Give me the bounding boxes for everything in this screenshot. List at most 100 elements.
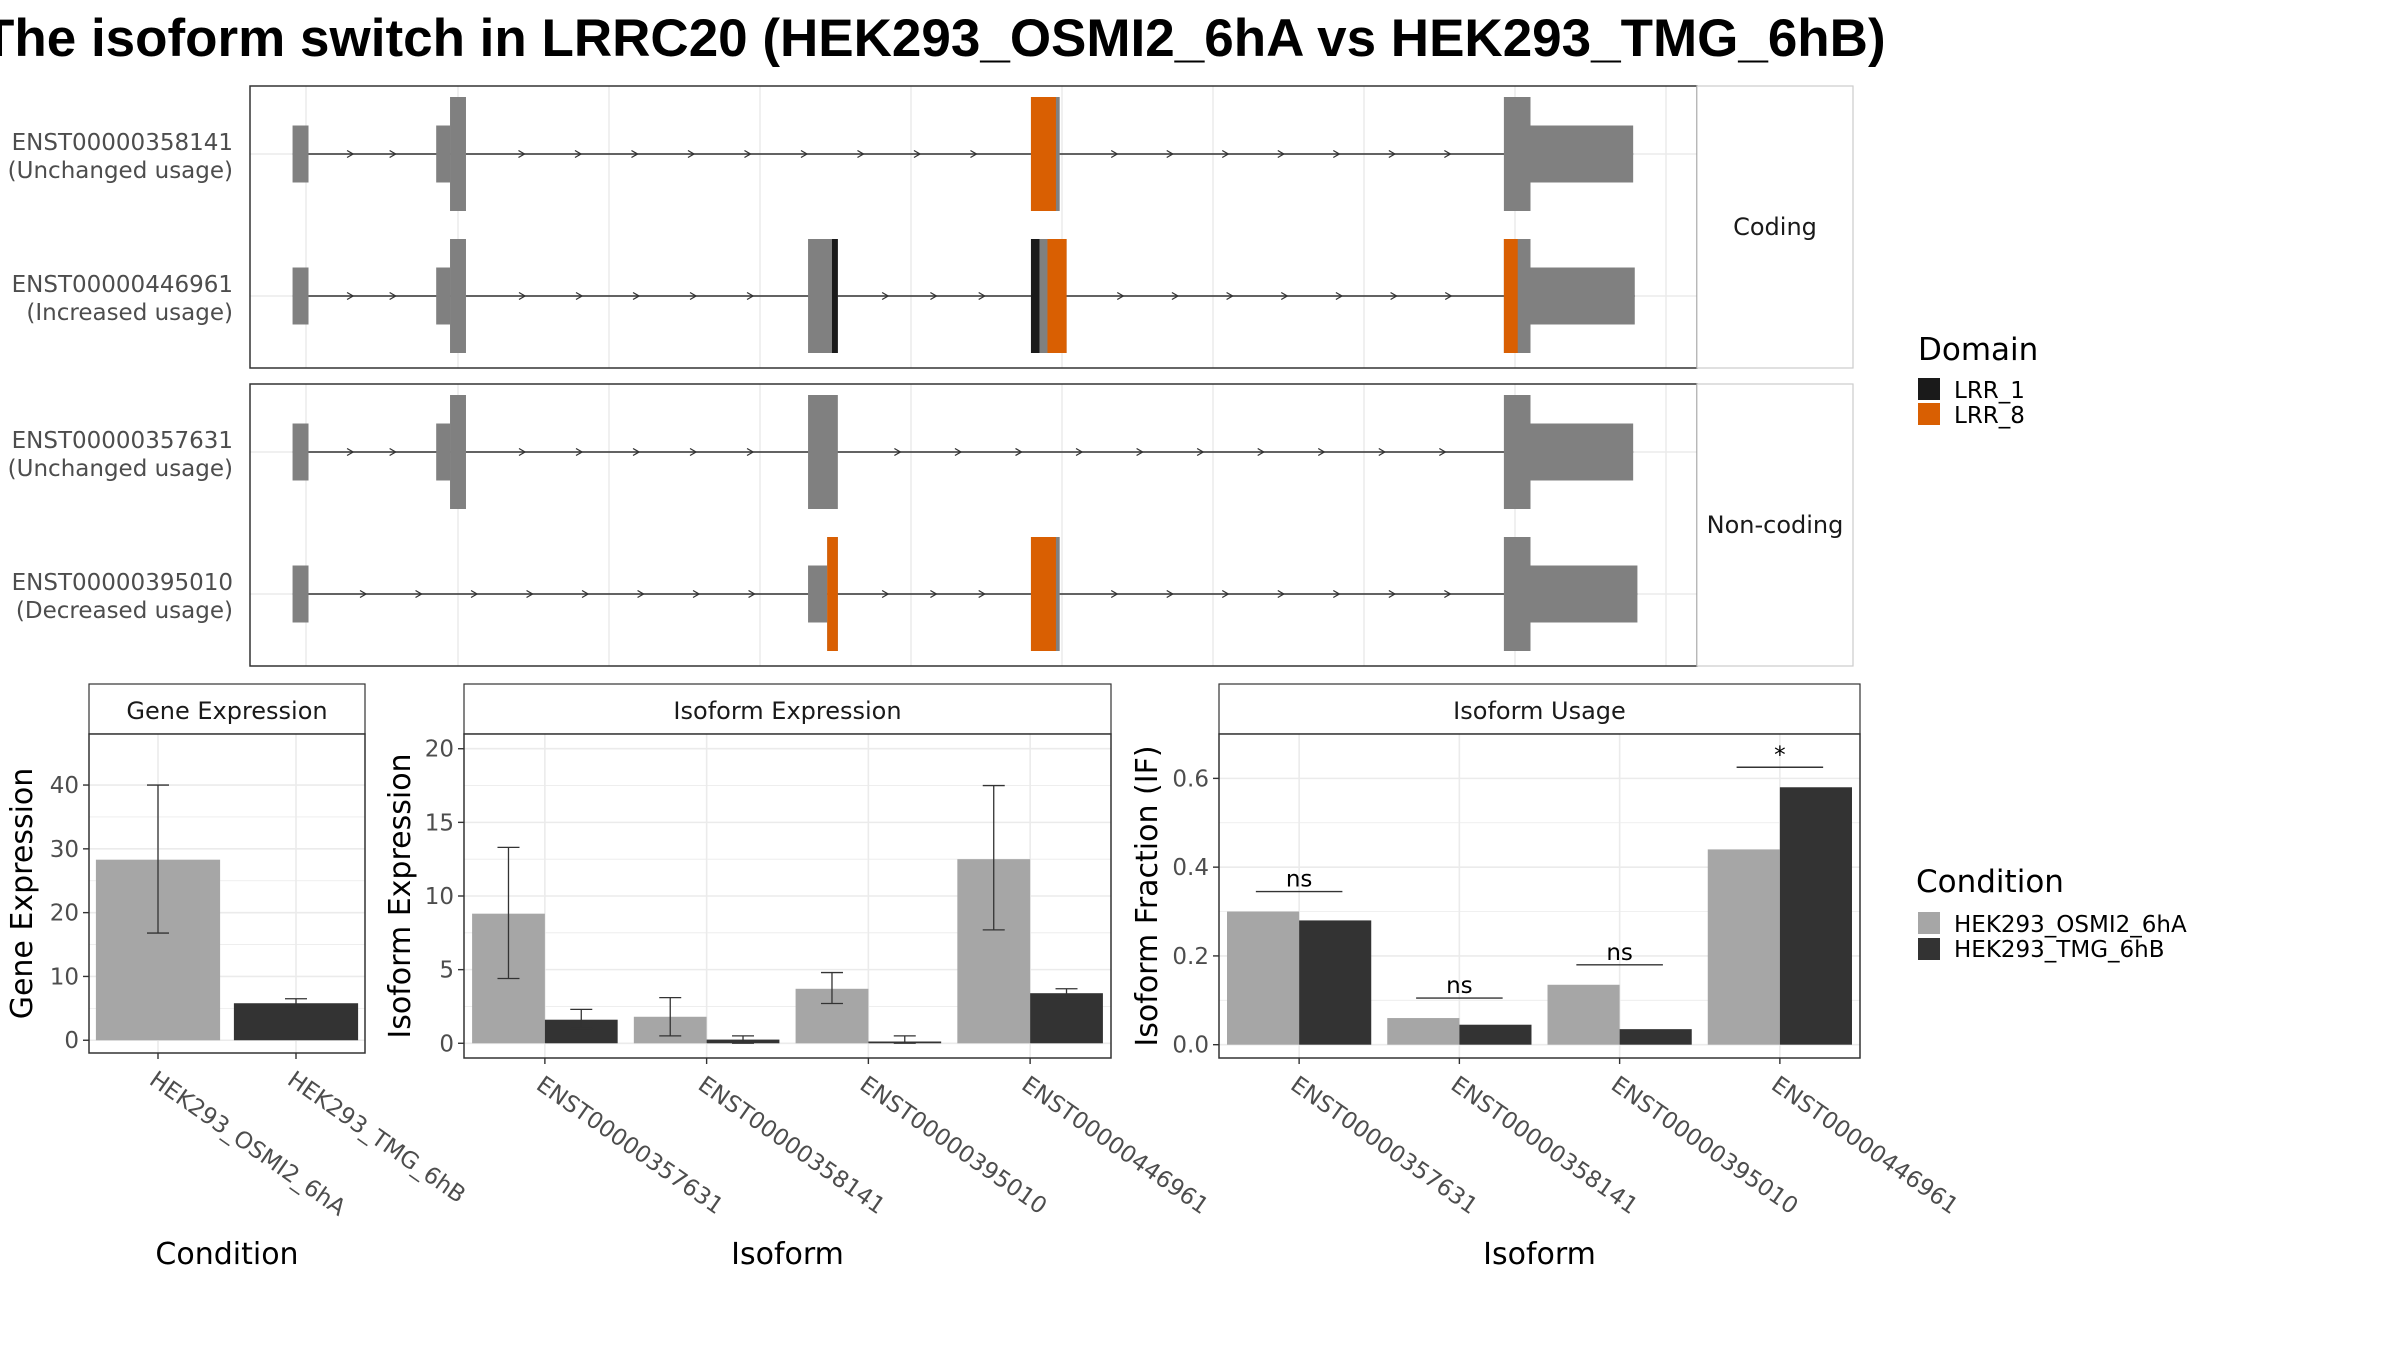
significance-label: ns — [1446, 973, 1473, 999]
strand-arrow — [574, 149, 583, 159]
strand-arrow — [389, 291, 397, 301]
strand-arrow — [1280, 291, 1289, 301]
transcript-id-label: ENST00000446961 — [12, 272, 233, 298]
y-tick-label: 0 — [439, 1031, 454, 1057]
chart-strip — [1218, 683, 1861, 735]
structure-panel-coding: ENST00000358141(Unchanged usage) ENST0000… — [8, 85, 1854, 369]
strand-arrow — [1166, 589, 1175, 599]
transcript-ENST00000446961 — [292, 239, 1635, 353]
strand-arrow — [1335, 291, 1344, 301]
bar — [1030, 993, 1103, 1044]
strand-arrow — [346, 149, 355, 159]
exon — [1530, 267, 1635, 325]
strand-arrow — [746, 447, 755, 457]
bar — [1459, 1024, 1532, 1045]
strand-arrow — [689, 447, 698, 457]
legend-label-lrr-1: LRR_1 — [1954, 378, 2025, 404]
y-axis-title: Isoform Fraction (IF) — [1130, 745, 1165, 1046]
strand-arrow — [881, 291, 890, 301]
legend-swatch-condition-a — [1918, 912, 1940, 934]
strand-arrow — [881, 589, 890, 599]
legend-label-condition-b: HEK293_TMG_6hB — [1954, 937, 2165, 963]
strand-arrow — [389, 447, 397, 457]
exon — [808, 565, 828, 623]
exon — [1503, 97, 1531, 211]
transcript-ENST00000395010 — [292, 537, 1638, 651]
strand-arrow — [637, 589, 645, 599]
exon — [436, 267, 451, 325]
transcript-usage-label: (Increased usage) — [26, 300, 233, 326]
strand-arrow — [359, 589, 368, 599]
strand-arrow — [1332, 149, 1341, 159]
transcript-usage-label: (Decreased usage) — [16, 598, 233, 624]
bar — [1779, 787, 1852, 1045]
strand-arrow — [1388, 589, 1397, 599]
strand-arrow — [800, 149, 809, 159]
plot-border — [463, 733, 1112, 1059]
transcript-id-label: ENST00000358141 — [12, 130, 233, 156]
strand-arrow — [954, 447, 963, 457]
domain-lrr-8 — [1503, 239, 1518, 353]
strand-arrow — [857, 149, 865, 159]
transcript-ENST00000357631 — [292, 395, 1634, 509]
transcript-usage-label: (Unchanged usage) — [8, 456, 233, 482]
bar — [1707, 849, 1780, 1045]
strand-arrow — [632, 447, 641, 457]
strand-arrow — [1444, 291, 1453, 301]
structure-panel-non-coding: ENST00000357631(Unchanged usage) ENST0000… — [8, 383, 1854, 667]
strand-arrow — [346, 447, 355, 457]
strand-arrow — [1378, 447, 1387, 457]
y-axis-title: Gene Expression — [5, 768, 40, 1020]
exon — [1530, 423, 1634, 481]
domain-lrr-8 — [1030, 537, 1056, 651]
domain-lrr-8 — [827, 537, 838, 651]
chart-title: Isoform Usage — [1453, 697, 1626, 725]
exon — [1530, 565, 1638, 623]
strand-arrow — [575, 447, 584, 457]
significance-label: ns — [1286, 867, 1313, 893]
legend-swatch-lrr-1 — [1918, 378, 1940, 400]
exon — [1503, 395, 1531, 509]
domain-lrr-8 — [1030, 97, 1056, 211]
strand-arrow — [518, 149, 526, 159]
plot-border — [88, 733, 366, 1054]
strand-arrow — [526, 589, 534, 599]
chart-title: Gene Expression — [126, 697, 327, 725]
strand-arrow — [1257, 447, 1265, 457]
strand-arrow — [748, 589, 756, 599]
x-axis-title: Isoform — [1483, 1237, 1596, 1272]
strand-arrow — [744, 149, 752, 159]
y-tick-label: 0.2 — [1172, 944, 1209, 970]
strand-arrow — [1444, 149, 1452, 159]
condition-legend-title: Condition — [1916, 864, 2064, 900]
strand-arrow — [1110, 149, 1119, 159]
strand-arrow — [1444, 589, 1452, 599]
strand-arrow — [913, 149, 922, 159]
strand-arrow — [746, 291, 755, 301]
y-tick-label: 10 — [425, 884, 454, 910]
strand-arrow — [1110, 589, 1119, 599]
expression-charts: Gene Expression010203040HEK293_OSMI2_6hA… — [5, 683, 1963, 1272]
strand-arrow — [1166, 149, 1175, 159]
bar — [1227, 911, 1300, 1045]
legend-swatch-condition-b — [1918, 938, 1940, 960]
exon — [450, 395, 466, 509]
strand-arrow — [1015, 447, 1023, 457]
y-tick-label: 15 — [425, 810, 454, 836]
strand-arrow — [970, 149, 978, 159]
strand-arrow — [518, 447, 527, 457]
domain-lrr-1 — [1030, 239, 1040, 353]
y-tick-label: 0.4 — [1172, 855, 1209, 881]
strand-arrow — [575, 291, 584, 301]
strand-arrow — [1388, 149, 1397, 159]
bar — [1387, 1018, 1460, 1045]
strand-arrow — [930, 291, 938, 301]
strand-arrow — [632, 291, 641, 301]
strand-arrow — [1332, 589, 1341, 599]
transcript-ENST00000358141 — [292, 97, 1634, 211]
figure-title: The isoform switch in LRRC20 (HEK293_OSM… — [0, 9, 1886, 68]
exon — [1530, 125, 1634, 183]
isoform-structure-panel: ENST00000358141(Unchanged usage)ENST0000… — [8, 85, 1854, 667]
strand-arrow — [894, 447, 902, 457]
y-tick-label: 40 — [50, 773, 79, 799]
